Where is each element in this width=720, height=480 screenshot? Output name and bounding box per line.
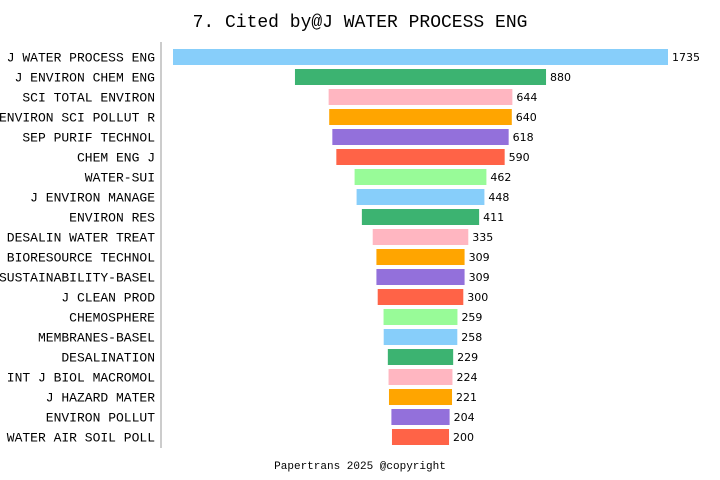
y-tick-label: SEP PURIF TECHNOL	[22, 130, 155, 145]
y-tick-label: DESALINATION	[61, 350, 155, 365]
y-tick-label: INT J BIOL MACROMOL	[7, 370, 155, 385]
bar	[336, 149, 505, 165]
value-label: 229	[457, 351, 478, 364]
y-tick-label: BIORESOURCE TECHNOL	[7, 250, 155, 265]
bar	[388, 369, 453, 385]
bar	[332, 129, 509, 145]
y-tick-label: WATER AIR SOIL POLL	[7, 430, 155, 445]
bar	[294, 69, 547, 85]
bar	[387, 349, 454, 365]
value-label: 411	[483, 211, 504, 224]
value-label: 880	[550, 71, 571, 84]
value-label: 644	[516, 91, 537, 104]
value-label: 309	[469, 271, 490, 284]
value-label: 224	[456, 371, 477, 384]
y-tick-label: J ENVIRON MANAGE	[30, 190, 155, 205]
y-tick-label: ENVIRON POLLUT	[46, 410, 155, 425]
bar	[329, 109, 512, 125]
bar	[328, 89, 513, 105]
bar	[391, 409, 450, 425]
y-tick-label: CHEMOSPHERE	[69, 310, 155, 325]
y-tick-label: CHEM ENG J	[77, 150, 155, 165]
y-tick-label: ENVIRON SCI POLLUT R	[0, 110, 155, 125]
value-label: 618	[513, 131, 534, 144]
y-tick-label: J WATER PROCESS ENG	[7, 50, 155, 65]
value-label: 309	[469, 251, 490, 264]
y-tick-label: J ENVIRON CHEM ENG	[15, 70, 155, 85]
y-tick-label: J CLEAN PROD	[61, 290, 155, 305]
bar	[376, 249, 465, 265]
value-label: 300	[467, 291, 488, 304]
y-tick-label: SCI TOTAL ENVIRON	[22, 90, 155, 105]
bar	[356, 189, 485, 205]
bar	[383, 309, 458, 325]
y-tick-label: DESALIN WATER TREAT	[7, 230, 155, 245]
y-tick-label: MEMBRANES-BASEL	[38, 330, 155, 345]
footer: Papertrans 2025 @copyright	[274, 461, 446, 473]
bar	[391, 429, 450, 445]
value-label: 448	[488, 191, 509, 204]
bar	[372, 229, 469, 245]
y-tick-label: SUSTAINABILITY-BASEL	[0, 270, 155, 285]
value-label: 462	[490, 171, 511, 184]
y-tick-label: ENVIRON RES	[69, 210, 155, 225]
chart-title: 7. Cited by@J WATER PROCESS ENG	[193, 13, 528, 33]
y-tick-label: WATER-SUI	[85, 170, 155, 185]
value-label: 258	[461, 331, 482, 344]
bar	[173, 49, 668, 65]
bar	[377, 289, 464, 305]
bar	[376, 269, 465, 285]
value-label: 335	[472, 231, 493, 244]
value-label: 640	[516, 111, 537, 124]
value-label: 200	[453, 431, 474, 444]
bar	[388, 389, 453, 405]
bar	[354, 169, 487, 185]
bar	[383, 329, 458, 345]
value-label: 590	[509, 151, 530, 164]
value-label: 221	[456, 391, 477, 404]
value-label: 259	[461, 311, 482, 324]
value-label: 204	[454, 411, 475, 424]
y-tick-label: J HAZARD MATER	[46, 390, 155, 405]
bar	[361, 209, 480, 225]
value-label: 1735	[672, 51, 700, 64]
